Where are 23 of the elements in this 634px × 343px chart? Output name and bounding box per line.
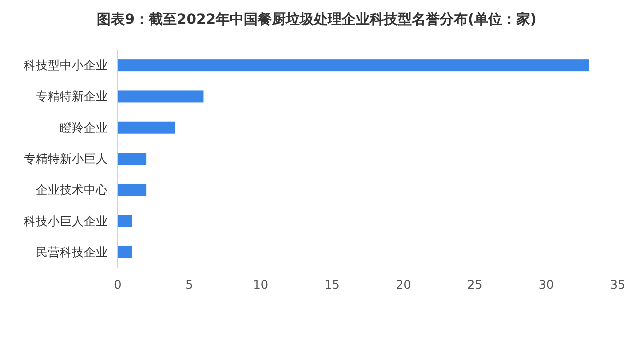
bar [118, 122, 176, 134]
y-tick-label: 专精特新企业 [36, 90, 108, 104]
bar [118, 60, 590, 72]
bar [118, 153, 147, 165]
x-tick-label: 25 [468, 278, 483, 292]
bar [118, 215, 132, 228]
y-tick-label: 专精特新小巨人 [24, 152, 108, 166]
x-tick-label: 5 [186, 278, 194, 292]
x-tick-label: 30 [538, 278, 554, 292]
y-tick-label: 民营科技企业 [36, 245, 108, 260]
bar [118, 246, 132, 258]
y-tick-label: 科技小巨人企业 [24, 214, 108, 228]
x-tick-label: 35 [610, 278, 626, 292]
x-tick-label: 0 [114, 278, 122, 292]
bar [118, 90, 204, 103]
x-tick-label: 20 [396, 278, 412, 292]
chart-title: 图表9：截至2022年中国餐厨垃圾处理企业科技型名誉分布(单位：家) [97, 11, 537, 28]
y-tick-label: 科技型中小企业 [24, 58, 108, 73]
y-tick-label: 企业技术中心 [36, 183, 108, 198]
x-tick-label: 10 [253, 278, 268, 292]
y-tick-label: 瞪羚企业 [60, 120, 108, 135]
bar [118, 184, 147, 196]
x-tick-label: 15 [324, 278, 340, 292]
